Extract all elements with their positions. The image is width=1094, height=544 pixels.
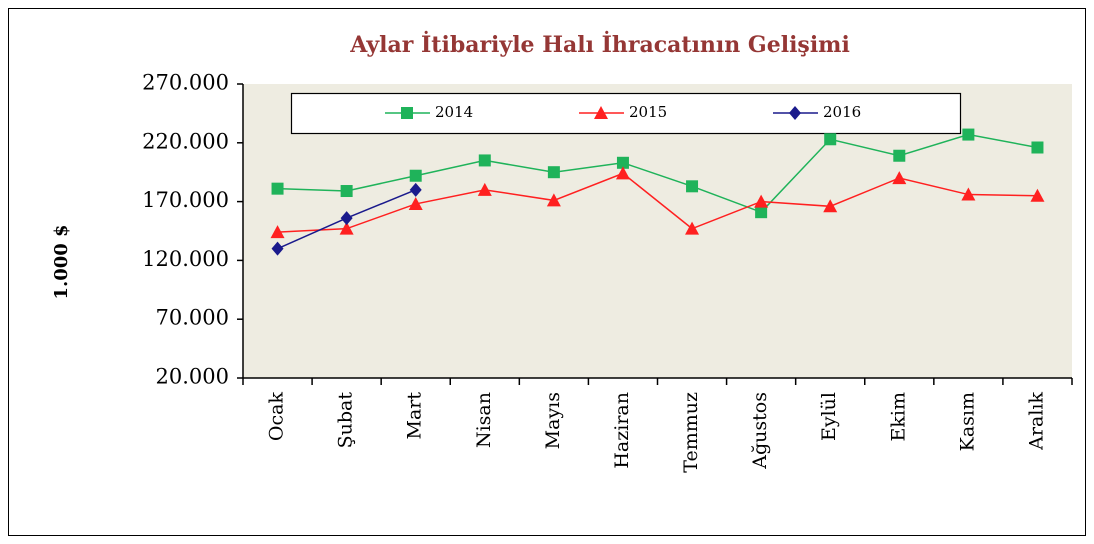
data-point: [1031, 141, 1044, 154]
data-point: [547, 166, 560, 179]
x-tick-label: Ağustos: [749, 392, 771, 470]
data-point: [892, 171, 907, 185]
data-point: [339, 221, 354, 235]
data-point: [340, 185, 353, 198]
data-point: [271, 241, 284, 256]
chart-title: Aylar İtibariyle Halı İhracatının Gelişi…: [349, 30, 850, 58]
legend-marker: [789, 106, 801, 120]
data-point: [477, 182, 492, 196]
data-point: [961, 187, 976, 201]
data-point: [754, 194, 769, 208]
y-tick-label: 120.000: [142, 247, 229, 271]
x-tick-label: Kasım: [956, 392, 978, 451]
data-point: [685, 221, 700, 235]
legend-label: 2016: [823, 103, 861, 121]
y-tick-label: 270.000: [142, 71, 229, 95]
y-tick-label: 70.000: [156, 306, 229, 330]
legend-label: 2015: [629, 103, 667, 121]
legend-marker: [594, 106, 608, 119]
series-line: [277, 172, 1038, 233]
series-line: [277, 133, 1038, 214]
data-point: [962, 128, 975, 141]
x-tick-label: Şubat: [335, 392, 357, 449]
data-point: [340, 211, 353, 226]
data-point: [893, 149, 906, 162]
legend-marker: [401, 107, 413, 119]
x-tick-label: Temmuz: [680, 392, 702, 473]
data-point: [271, 182, 284, 195]
data-point: [546, 193, 561, 207]
data-point: [478, 154, 491, 167]
data-point: [616, 156, 629, 169]
x-tick-label: Aralık: [1025, 392, 1047, 451]
data-point: [270, 225, 285, 239]
x-tick-label: Mart: [404, 392, 426, 440]
x-tick-label: Nisan: [473, 392, 495, 448]
x-tick-label: Ocak: [266, 392, 288, 442]
legend-label: 2014: [435, 103, 473, 121]
data-point: [409, 169, 422, 182]
data-point: [408, 196, 423, 210]
y-axis-label: 1.000 $: [51, 224, 72, 299]
data-point: [686, 180, 699, 193]
data-point: [823, 199, 838, 213]
data-point: [615, 166, 630, 180]
x-tick-label: Haziran: [611, 392, 633, 469]
x-tick-label: Eylül: [818, 392, 840, 441]
data-point: [824, 133, 837, 146]
x-tick-label: Mayıs: [542, 392, 564, 449]
data-point: [409, 182, 422, 197]
data-point: [755, 206, 768, 219]
y-tick-label: 20.000: [156, 365, 229, 389]
y-tick-label: 220.000: [142, 129, 229, 153]
x-tick-label: Ekim: [887, 392, 909, 441]
y-tick-label: 170.000: [142, 188, 229, 212]
data-point: [1030, 188, 1045, 202]
